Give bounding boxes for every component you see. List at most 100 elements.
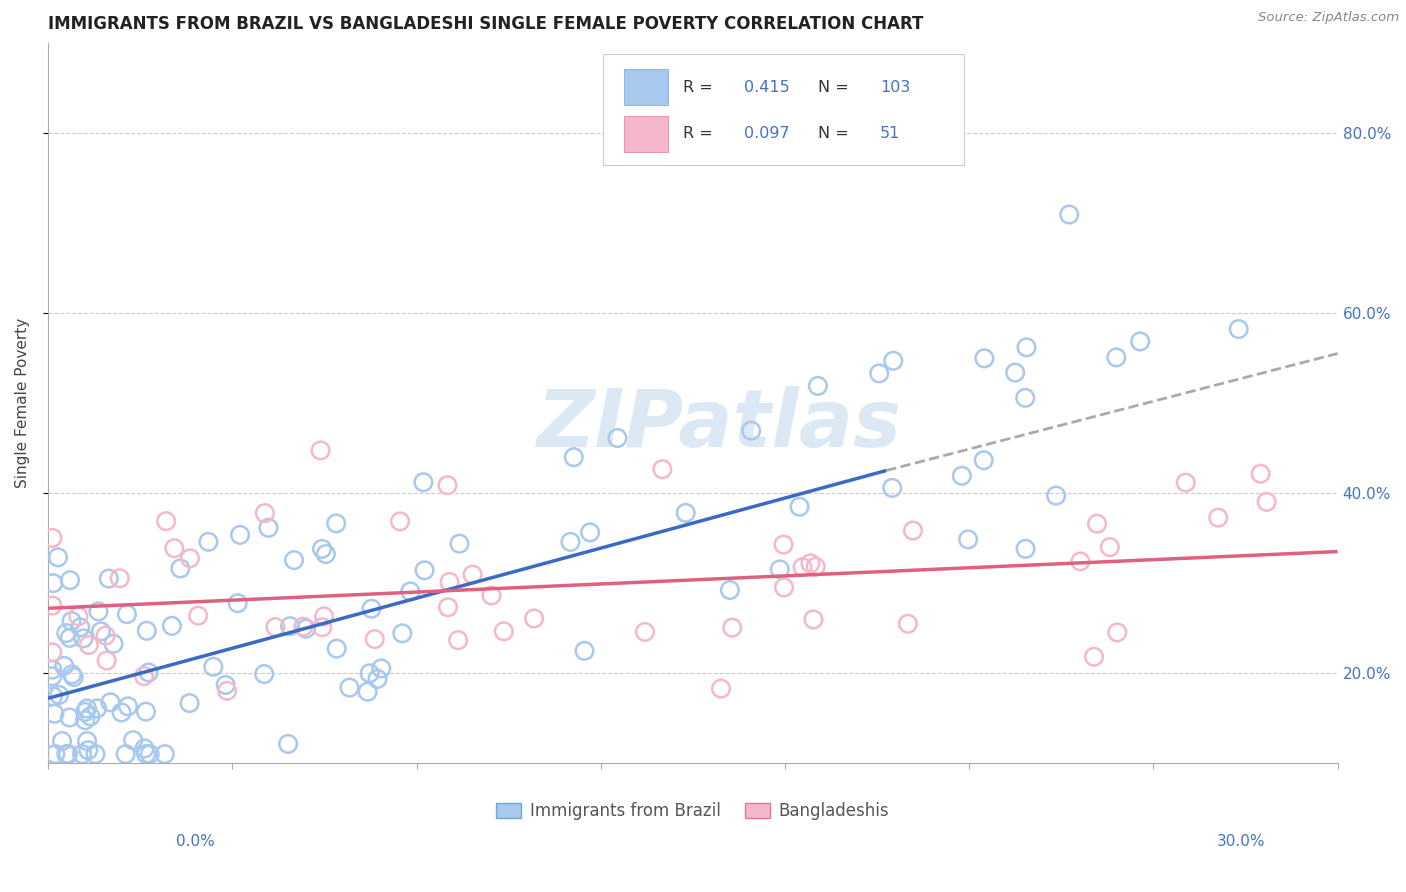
Point bbox=[882, 353, 904, 368]
Point bbox=[309, 443, 332, 458]
Point bbox=[439, 574, 461, 589]
Point bbox=[42, 576, 65, 591]
Y-axis label: Single Female Poverty: Single Female Poverty bbox=[15, 318, 30, 488]
Point bbox=[897, 616, 920, 631]
Text: IMMIGRANTS FROM BRAZIL VS BANGLADESHI SINGLE FEMALE POVERTY CORRELATION CHART: IMMIGRANTS FROM BRAZIL VS BANGLADESHI SI… bbox=[48, 15, 924, 33]
Text: 0.415: 0.415 bbox=[744, 79, 790, 95]
Point bbox=[169, 561, 191, 575]
Point bbox=[115, 607, 138, 622]
Point bbox=[59, 710, 82, 724]
Point bbox=[370, 661, 392, 675]
Point bbox=[799, 557, 821, 571]
Point bbox=[314, 609, 336, 624]
Point bbox=[360, 601, 382, 615]
Point bbox=[55, 747, 77, 761]
Text: 30.0%: 30.0% bbox=[1218, 834, 1265, 849]
Point bbox=[77, 638, 100, 652]
Point bbox=[229, 528, 252, 542]
Point bbox=[868, 367, 890, 381]
Point bbox=[197, 534, 219, 549]
Point bbox=[461, 567, 484, 582]
Point bbox=[950, 468, 973, 483]
Text: 51: 51 bbox=[880, 127, 900, 142]
Point bbox=[110, 706, 132, 720]
Point bbox=[135, 624, 157, 638]
Point bbox=[1227, 322, 1250, 336]
Point bbox=[1129, 334, 1152, 349]
Point bbox=[72, 632, 94, 646]
Point bbox=[792, 560, 814, 574]
Point bbox=[60, 614, 83, 628]
Point bbox=[76, 701, 98, 715]
Point bbox=[42, 690, 65, 704]
Point bbox=[67, 609, 90, 624]
Point bbox=[51, 734, 73, 748]
Point bbox=[315, 547, 337, 561]
Point bbox=[804, 559, 827, 574]
Point bbox=[134, 741, 156, 756]
Point bbox=[1015, 340, 1038, 354]
Text: Source: ZipAtlas.com: Source: ZipAtlas.com bbox=[1258, 11, 1399, 24]
Point bbox=[1256, 495, 1278, 509]
Point bbox=[277, 737, 299, 751]
Point bbox=[73, 705, 96, 719]
Point bbox=[96, 654, 118, 668]
Point bbox=[523, 611, 546, 625]
Point bbox=[84, 747, 107, 761]
Text: ZIPatlas: ZIPatlas bbox=[536, 385, 901, 464]
Point bbox=[76, 734, 98, 748]
Point bbox=[364, 632, 387, 646]
Point bbox=[41, 599, 63, 613]
Point bbox=[1085, 516, 1108, 531]
Point bbox=[769, 562, 792, 576]
Point bbox=[44, 747, 66, 761]
Point bbox=[135, 705, 157, 719]
Point bbox=[56, 747, 79, 761]
Point bbox=[108, 571, 131, 585]
Point bbox=[311, 541, 333, 556]
Point bbox=[1014, 541, 1036, 556]
Point bbox=[62, 670, 84, 684]
Point bbox=[973, 453, 995, 467]
Point bbox=[356, 684, 378, 698]
Point bbox=[257, 521, 280, 535]
Point bbox=[1069, 554, 1091, 568]
Text: 0.097: 0.097 bbox=[744, 127, 790, 142]
Point bbox=[70, 747, 93, 761]
Point bbox=[675, 506, 697, 520]
Point bbox=[75, 713, 97, 727]
Point bbox=[481, 589, 503, 603]
Point bbox=[606, 431, 628, 445]
Point bbox=[97, 572, 120, 586]
Point bbox=[179, 696, 201, 710]
Point bbox=[94, 629, 117, 643]
Point bbox=[389, 515, 412, 529]
Point bbox=[226, 596, 249, 610]
Point bbox=[718, 582, 741, 597]
Point bbox=[1250, 467, 1272, 481]
Text: 0.0%: 0.0% bbox=[176, 834, 215, 849]
Point bbox=[86, 701, 108, 715]
Point bbox=[1174, 475, 1197, 490]
Point bbox=[901, 524, 924, 538]
Point bbox=[367, 672, 389, 686]
Point bbox=[153, 747, 176, 761]
Point bbox=[447, 633, 470, 648]
Point bbox=[114, 747, 136, 761]
Point bbox=[1014, 391, 1036, 405]
Point bbox=[59, 631, 82, 645]
Point bbox=[179, 551, 201, 566]
Point bbox=[339, 681, 361, 695]
Point bbox=[132, 669, 155, 683]
Point bbox=[278, 619, 301, 633]
Point bbox=[59, 573, 82, 587]
Point bbox=[122, 733, 145, 747]
Point bbox=[253, 667, 276, 681]
Point bbox=[139, 747, 162, 761]
Point bbox=[44, 706, 66, 721]
Point bbox=[359, 666, 381, 681]
Point bbox=[155, 514, 177, 528]
Point bbox=[412, 475, 434, 490]
Point bbox=[53, 659, 76, 673]
Point bbox=[807, 379, 830, 393]
